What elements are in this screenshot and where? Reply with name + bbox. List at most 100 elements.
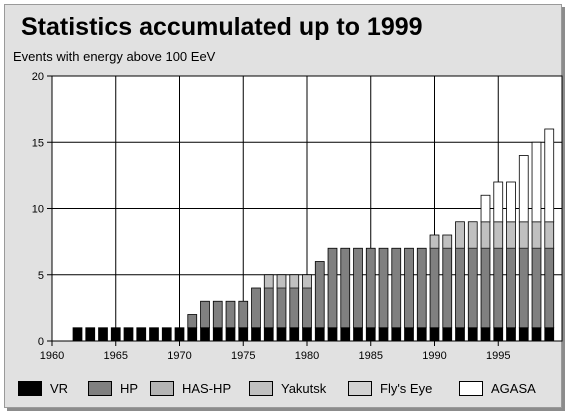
bar-yakutsk	[276, 274, 287, 289]
bar-hp	[429, 247, 440, 329]
bar-hp	[238, 300, 249, 329]
bar-hp	[493, 247, 504, 329]
bar-vr	[442, 327, 453, 342]
bar-vr	[200, 327, 210, 342]
legend-swatch	[18, 380, 42, 396]
bar-yakutsk	[493, 221, 504, 249]
bar-hp	[212, 300, 223, 329]
legend-item-yakutsk: Yakutsk	[249, 378, 326, 398]
bar-vr	[251, 327, 261, 342]
legend-label: HAS-HP	[182, 380, 232, 396]
bar-vr	[480, 327, 491, 342]
bar-vr	[544, 327, 555, 342]
bar-hp	[302, 287, 312, 329]
legend-item-agasa: AGASA	[459, 378, 536, 398]
bar-vr	[238, 327, 249, 342]
bar-hp	[404, 247, 414, 329]
bar-hp	[442, 247, 453, 329]
bar-yakutsk	[531, 221, 542, 249]
x-tick-label: 1970	[167, 350, 191, 362]
bar-vr	[263, 327, 274, 342]
bar-hp	[200, 300, 210, 329]
bar-hp	[480, 247, 491, 329]
bar-hp	[187, 314, 198, 329]
bar-yakutsk	[289, 274, 300, 289]
bar-vr	[467, 327, 478, 342]
bar-agasa	[480, 194, 491, 223]
bar-vr	[493, 327, 504, 342]
bar-vr	[340, 327, 351, 342]
legend-swatch	[150, 380, 174, 396]
bar-vr	[187, 327, 198, 342]
bar-hp	[544, 247, 555, 329]
bar-vr	[506, 327, 516, 342]
bar-yakutsk	[455, 221, 465, 249]
x-tick-label: 1985	[359, 350, 383, 362]
bar-stacks	[72, 128, 555, 342]
legend-swatch	[249, 380, 273, 396]
bar-vr	[531, 327, 542, 342]
chart-subtitle: Events with energy above 100 EeV	[13, 49, 216, 64]
bar-vr	[289, 327, 300, 342]
bar-yakutsk	[302, 274, 312, 289]
y-tick-label: 20	[32, 71, 44, 83]
x-tick-label: 1975	[231, 350, 255, 362]
x-tick-label: 1990	[422, 350, 446, 362]
bar-vr	[365, 327, 376, 342]
bar-vr	[416, 327, 427, 342]
y-tick-label: 0	[38, 336, 44, 348]
bar-hp	[506, 247, 516, 329]
bar-vr	[314, 327, 325, 342]
bar-vr	[391, 327, 402, 342]
y-tick-label: 10	[32, 204, 44, 216]
legend-label: Fly's Eye	[380, 380, 433, 396]
bar-hp	[263, 287, 274, 329]
bar-vr	[123, 327, 134, 342]
bar-hp	[289, 287, 300, 329]
bar-yakutsk	[480, 221, 491, 249]
bar-yakutsk	[429, 234, 440, 249]
bar-hp	[327, 247, 338, 329]
bar-vr	[161, 327, 172, 342]
legend-item-hp: HP	[88, 378, 138, 398]
chart-title: Statistics accumulated up to 1999	[21, 13, 423, 41]
legend-swatch	[88, 380, 112, 396]
x-tick-label: 1965	[104, 350, 128, 362]
bar-yakutsk	[506, 221, 516, 249]
bar-vr	[110, 327, 121, 342]
bar-agasa	[506, 181, 516, 223]
bar-hp	[391, 247, 402, 329]
chart-panel: Statistics accumulated up to 1999 Events…	[4, 4, 563, 408]
bar-hp	[276, 287, 287, 329]
y-tick-label: 15	[32, 137, 44, 149]
bar-vr	[327, 327, 338, 342]
bar-vr	[378, 327, 389, 342]
bar-agasa	[493, 181, 504, 223]
legend-label: AGASA	[491, 380, 536, 396]
bar-vr	[174, 327, 185, 342]
bar-yakutsk	[467, 221, 478, 249]
legend-item-fly-s-eye: Fly's Eye	[348, 378, 432, 398]
y-tick-label: 5	[38, 270, 44, 282]
bar-vr	[455, 327, 465, 342]
bar-vr	[276, 327, 287, 342]
x-tick-label: 1960	[40, 350, 64, 362]
legend-item-vr: VR	[18, 378, 68, 398]
bar-vr	[212, 327, 223, 342]
y-axis: 0 5 10 15 20	[32, 71, 52, 348]
legend: VR HP HAS-HP Yakutsk Fly's Eye AGASA	[18, 378, 563, 398]
bar-hp	[340, 247, 351, 329]
bar-vr	[518, 327, 529, 342]
bar-vr	[225, 327, 236, 342]
bar-agasa	[544, 128, 555, 223]
bar-vr	[72, 327, 83, 342]
bar-hp	[378, 247, 389, 329]
bar-agasa	[531, 141, 542, 223]
legend-swatch	[348, 380, 372, 396]
bar-vr	[404, 327, 414, 342]
bar-hp	[251, 287, 261, 329]
bar-vr	[98, 327, 108, 342]
bar-hp	[365, 247, 376, 329]
bar-hp	[416, 247, 427, 329]
guide-lines	[264, 221, 554, 289]
